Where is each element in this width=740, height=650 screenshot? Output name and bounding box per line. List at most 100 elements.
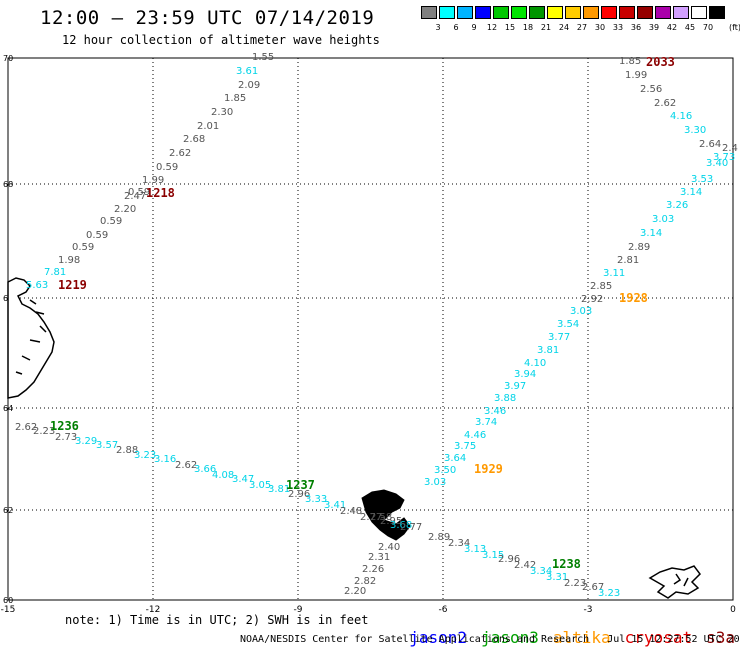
wave-height-label: 3.50 bbox=[434, 465, 456, 476]
legend-label: 33 bbox=[612, 23, 624, 32]
wave-height-label: 3.31 bbox=[546, 572, 568, 583]
wave-height-label: 3.64 bbox=[444, 453, 466, 464]
wave-height-label: 2.73 bbox=[55, 432, 77, 443]
wave-height-label: 2.92 bbox=[581, 294, 603, 305]
wave-height-label: 2.96 bbox=[288, 489, 310, 500]
wave-height-label: 3.68 bbox=[390, 520, 412, 531]
wave-height-label: 3.23 bbox=[134, 450, 156, 461]
legend-label: 45 bbox=[684, 23, 696, 32]
satellite-legend: jason2 jason3 altika cryosat s3a bbox=[390, 609, 740, 647]
wave-height-label: 3.73 bbox=[713, 152, 735, 163]
x-tick-label: -6 bbox=[439, 605, 448, 615]
wave-height-label: 1.99 bbox=[625, 70, 647, 81]
wave-height-label: 3.05 bbox=[249, 480, 271, 491]
wave-height-label: 3.33 bbox=[305, 494, 327, 505]
x-tick-label: -15 bbox=[1, 605, 16, 615]
wave-height-label: 2.23 bbox=[33, 426, 55, 437]
wave-height-label: 4.08 bbox=[212, 470, 234, 481]
legend-swatch bbox=[691, 6, 707, 19]
x-tick-label: -9 bbox=[294, 605, 303, 615]
pass-time-label: 2033 bbox=[646, 55, 675, 69]
legend-swatch bbox=[637, 6, 653, 19]
legend-label: 24 bbox=[558, 23, 570, 32]
y-tick-label: 70 bbox=[3, 54, 13, 63]
wave-height-label: 2.88 bbox=[116, 445, 138, 456]
wave-height-label: 2.62 bbox=[654, 98, 676, 109]
legend-swatch bbox=[511, 6, 527, 19]
wave-height-label: 2.56 bbox=[640, 84, 662, 95]
footnote: note: 1) Time is in UTC; 2) SWH is in fe… bbox=[65, 613, 369, 627]
wave-height-label: 2.48 bbox=[340, 506, 362, 517]
wave-height-label: 3.03 bbox=[652, 214, 674, 225]
pass-time-label: 1236 bbox=[50, 419, 79, 433]
legend-swatch bbox=[547, 6, 563, 19]
legend-label: 6 bbox=[453, 23, 459, 32]
shetland-islands bbox=[648, 565, 701, 599]
wave-height-label: 2.95 bbox=[380, 516, 402, 527]
wave-height-label: 2.81 bbox=[617, 255, 639, 266]
legend-label: 3 bbox=[435, 23, 441, 32]
wave-height-label: 0.59 bbox=[128, 187, 150, 198]
wave-height-label: 3.53 bbox=[691, 174, 713, 185]
wave-height-label: 3.23 bbox=[598, 588, 620, 599]
legend-label: 70 bbox=[702, 23, 714, 32]
wave-height-label: 3.74 bbox=[475, 417, 497, 428]
wave-height-label: 2.4 bbox=[722, 143, 738, 154]
legend-label: 9 bbox=[471, 23, 477, 32]
wave-height-label: 2.68 bbox=[183, 134, 205, 145]
wave-height-label: 3.94 bbox=[514, 369, 536, 380]
sat-cryosat: cryosat bbox=[624, 628, 693, 647]
wave-height-label: 0.59 bbox=[100, 216, 122, 227]
wave-height-label: 1.55 bbox=[252, 52, 274, 63]
wave-height-label: 0.59 bbox=[72, 242, 94, 253]
wave-height-label: 2.09 bbox=[238, 80, 260, 91]
greenland-fjords bbox=[15, 299, 47, 375]
legend-label: 21 bbox=[540, 23, 552, 32]
wave-height-label: 2.31 bbox=[368, 552, 390, 563]
wave-height-label: 3.11 bbox=[603, 268, 625, 279]
pass-time-label: 1218 bbox=[146, 186, 175, 200]
legend-label: 15 bbox=[504, 23, 516, 32]
wave-height-label: 2.20 bbox=[114, 204, 136, 215]
legend-swatch bbox=[583, 6, 599, 19]
legend-label: 18 bbox=[522, 23, 534, 32]
sat-jason2: jason2 bbox=[409, 628, 468, 647]
wave-height-label: 3.34 bbox=[530, 566, 552, 577]
wave-height-label: 3.81 bbox=[537, 345, 559, 356]
legend-swatch bbox=[439, 6, 455, 19]
legend-unit: (ft) bbox=[729, 23, 740, 32]
pass-time-label: 1928 bbox=[619, 291, 648, 305]
sat-altika: altika bbox=[552, 628, 611, 647]
legend-swatch bbox=[457, 6, 473, 19]
wave-height-label: 3.88 bbox=[494, 393, 516, 404]
wave-height-label: 1.85 bbox=[224, 93, 246, 104]
credit-line: NOAA/NESDIS Center for Satellite Applica… bbox=[240, 634, 740, 645]
wave-height-label: 3.14 bbox=[640, 228, 662, 239]
map-title: 12:00 — 23:59 UTC 07/14/2019 bbox=[40, 7, 375, 29]
wave-height-label: 3.77 bbox=[548, 332, 570, 343]
wave-height-label: 2.42 bbox=[514, 560, 536, 571]
wave-height-label: 2.23 bbox=[564, 578, 586, 589]
pass-time-label: 1237 bbox=[286, 478, 315, 492]
sat-s3a: s3a bbox=[706, 628, 735, 647]
wave-height-label: 3.26 bbox=[666, 200, 688, 211]
wave-height-label: 2.67 bbox=[582, 582, 604, 593]
wave-height-label: 2.77 bbox=[360, 512, 382, 523]
wave-height-label: 3.13 bbox=[464, 544, 486, 555]
y-tick-label: 68 bbox=[3, 180, 13, 189]
x-tick-label: -12 bbox=[146, 605, 161, 615]
sat-jason3: jason3 bbox=[481, 628, 539, 647]
x-tick-label: 0 bbox=[730, 605, 736, 615]
wave-height-label: 2.34 bbox=[448, 538, 470, 549]
wave-height-label: 3.03 bbox=[570, 306, 592, 317]
pass-time-label: 1929 bbox=[474, 462, 503, 476]
wave-height-label: 4.46 bbox=[464, 430, 486, 441]
pass-time-label: 1238 bbox=[552, 557, 581, 571]
wave-height-label: 2.20 bbox=[344, 586, 366, 597]
wave-height-label: 3.29 bbox=[75, 436, 97, 447]
wave-height-label: 2.96 bbox=[498, 554, 520, 565]
wave-height-label: 2.62 bbox=[15, 422, 37, 433]
wave-height-label: 5.63 bbox=[26, 280, 48, 291]
wave-height-label: 2.64 bbox=[699, 139, 721, 150]
legend-label: 36 bbox=[630, 23, 642, 32]
